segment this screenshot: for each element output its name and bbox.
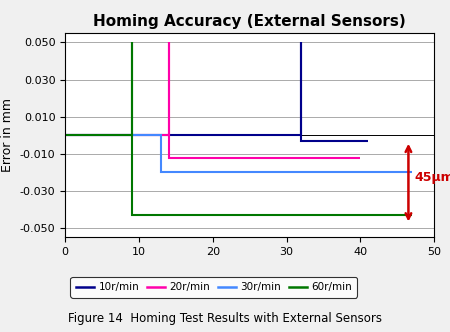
60r/min	[129, 213, 135, 217]
30r/min	[63, 133, 68, 137]
Line: 10r/min: 10r/min	[65, 42, 368, 141]
10r/min	[299, 41, 304, 44]
20r/min	[166, 156, 171, 160]
20r/min	[166, 41, 171, 44]
60r/min	[410, 213, 415, 217]
Title: Homing Accuracy (External Sensors): Homing Accuracy (External Sensors)	[94, 14, 406, 29]
Y-axis label: Error in mm: Error in mm	[1, 98, 14, 172]
Line: 30r/min: 30r/min	[65, 135, 412, 172]
10r/min	[365, 139, 370, 143]
30r/min	[158, 170, 164, 174]
60r/min	[63, 133, 68, 137]
10r/min	[299, 139, 304, 143]
Text: 45μm: 45μm	[414, 171, 450, 184]
Line: 20r/min: 20r/min	[65, 42, 360, 158]
60r/min	[129, 133, 135, 137]
10r/min	[63, 133, 68, 137]
Text: Figure 14  Homing Test Results with External Sensors: Figure 14 Homing Test Results with Exter…	[68, 312, 382, 325]
Line: 60r/min: 60r/min	[65, 42, 412, 215]
60r/min	[129, 41, 135, 44]
Legend: 10r/min, 20r/min, 30r/min, 60r/min: 10r/min, 20r/min, 30r/min, 60r/min	[71, 277, 357, 297]
20r/min	[358, 156, 363, 160]
10r/min	[299, 133, 304, 137]
20r/min	[166, 133, 171, 137]
30r/min	[410, 170, 415, 174]
30r/min	[158, 133, 164, 137]
20r/min	[63, 133, 68, 137]
